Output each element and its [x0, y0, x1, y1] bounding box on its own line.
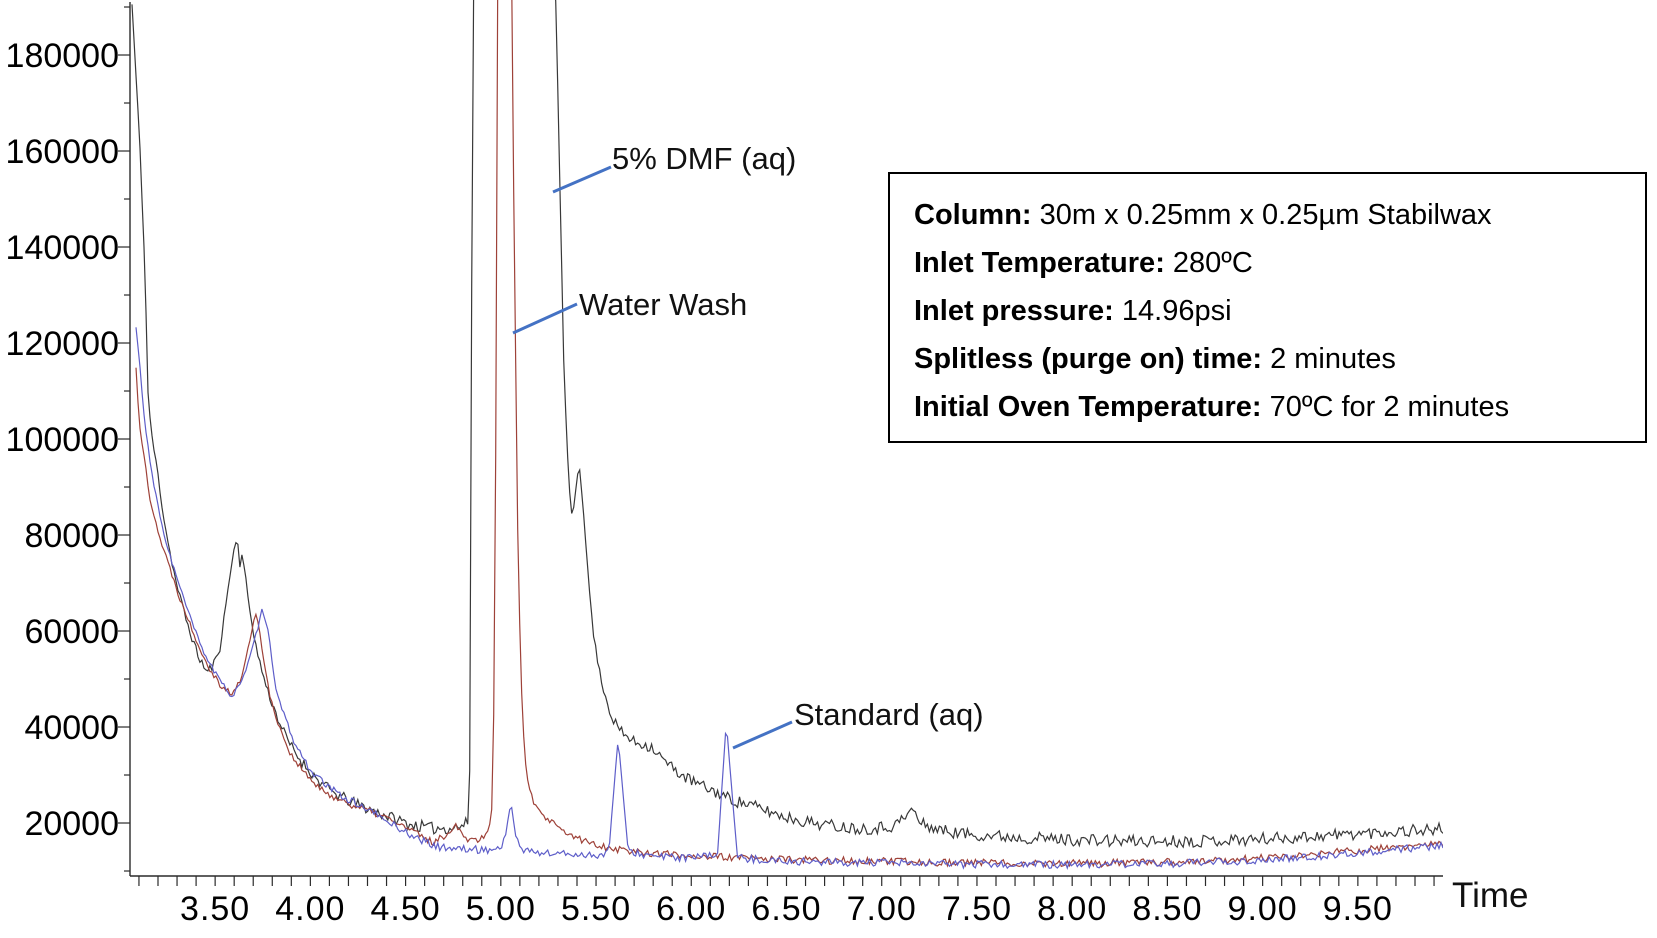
annotation-water-wash-label: Water Wash: [579, 287, 748, 322]
trace-1: [135, 0, 1443, 869]
svg-text:40000: 40000: [24, 709, 119, 747]
svg-text:160000: 160000: [6, 133, 119, 171]
svg-text:6.50: 6.50: [751, 890, 821, 928]
trace-2: [135, 327, 1443, 871]
info-line-value: 30m x 0.25mm x 0.25µm Stabilwax: [1031, 199, 1492, 231]
svg-text:7.50: 7.50: [942, 890, 1012, 928]
info-line-value: 70ºC for 2 minutes: [1261, 391, 1510, 423]
x-axis-labels: 3.50 4.00 4.50 5.00 5.50 6.00 6.50 7.00 7.50 8.00…: [180, 890, 1393, 928]
method-info-box: Column: 30m x 0.25mm x 0.25µm Stabilwax …: [888, 172, 1647, 443]
svg-text:20000: 20000: [24, 805, 119, 843]
svg-text:8.50: 8.50: [1132, 890, 1202, 928]
info-line-label: Splitless (purge on) time:: [914, 343, 1263, 375]
svg-text:5.00: 5.00: [466, 890, 536, 928]
info-line-label: Column:: [914, 199, 1032, 231]
svg-text:8.00: 8.00: [1037, 890, 1107, 928]
annotation-dmf-label: 5% DMF (aq): [612, 141, 797, 176]
svg-text:180000: 180000: [6, 37, 119, 75]
y-axis-ticks: [118, 6, 130, 872]
info-box-line: Inlet pressure: 14.96psi: [914, 287, 1635, 335]
annotation-pointer-water-wash: [512, 302, 578, 335]
info-box-line: Inlet Temperature: 280ºC: [914, 239, 1635, 287]
info-box-line: Splitless (purge on) time: 2 minutes: [914, 335, 1635, 383]
svg-text:120000: 120000: [6, 325, 119, 363]
svg-text:100000: 100000: [6, 421, 119, 459]
svg-text:5.50: 5.50: [561, 890, 631, 928]
info-box-line: Initial Oven Temperature: 70ºC for 2 min…: [914, 383, 1635, 431]
svg-text:9.50: 9.50: [1323, 890, 1393, 928]
y-axis-labels: 20000 40000 60000 80000 100000 120000 140000 16…: [6, 37, 119, 843]
svg-text:6.00: 6.00: [656, 890, 726, 928]
svg-text:4.50: 4.50: [370, 890, 440, 928]
annotation-pointer-standard: [732, 720, 793, 750]
x-axis-ticks: [138, 876, 1435, 886]
svg-text:4.00: 4.00: [275, 890, 345, 928]
svg-text:140000: 140000: [6, 229, 119, 267]
svg-text:7.00: 7.00: [847, 890, 917, 928]
info-box-line: Column: 30m x 0.25mm x 0.25µm Stabilwax: [914, 191, 1635, 239]
svg-text:9.00: 9.00: [1228, 890, 1298, 928]
info-line-label: Inlet Temperature:: [914, 247, 1165, 279]
svg-text:80000: 80000: [24, 517, 119, 555]
annotation-lines: [512, 165, 793, 750]
info-line-value: 14.96psi: [1113, 295, 1232, 327]
time-axis-label: Time: [1452, 876, 1529, 915]
annotation-pointer-dmf: [552, 165, 612, 194]
info-line-value: 280ºC: [1164, 247, 1253, 279]
svg-text:60000: 60000: [24, 613, 119, 651]
info-line-value: 2 minutes: [1262, 343, 1396, 375]
info-line-label: Inlet pressure:: [914, 295, 1114, 327]
trace-0: [131, 0, 1443, 849]
traces: [131, 0, 1443, 871]
svg-text:3.50: 3.50: [180, 890, 250, 928]
annotation-standard-label: Standard (aq): [794, 697, 984, 732]
info-line-label: Initial Oven Temperature:: [914, 391, 1262, 423]
